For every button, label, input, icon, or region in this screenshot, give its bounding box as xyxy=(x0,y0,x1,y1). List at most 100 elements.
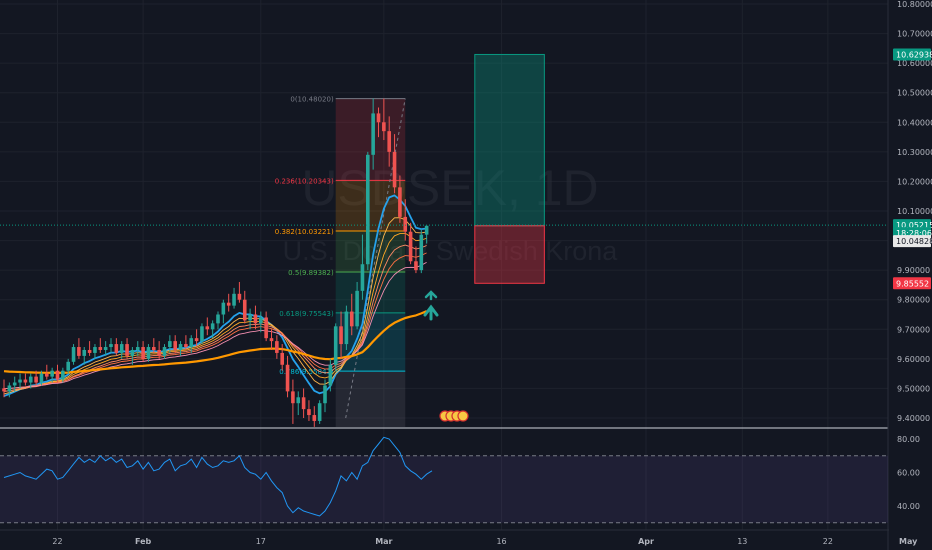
fib-level-label: 0.5(9.89382) xyxy=(288,269,334,277)
candle-body xyxy=(414,261,418,271)
candle-body xyxy=(205,326,210,330)
candle-body xyxy=(200,326,204,342)
time-tick-label: Feb xyxy=(135,537,152,546)
candle-body xyxy=(216,314,220,324)
candle-body xyxy=(382,122,386,132)
candle-body xyxy=(71,347,76,362)
fib-level-label: 0(10.48020) xyxy=(290,96,334,104)
candle-body xyxy=(119,344,124,353)
candle-body xyxy=(194,338,199,342)
candle-body xyxy=(232,293,236,306)
candle-body xyxy=(280,352,284,365)
time-tick-label: 13 xyxy=(737,537,747,546)
candle-body xyxy=(323,385,327,404)
candle-body xyxy=(424,225,429,235)
watermark-name: U.S. Dollar / Swedish Krona xyxy=(283,236,619,266)
candle-body xyxy=(12,382,17,386)
long-position-tool[interactable] xyxy=(474,53,545,284)
candle-body xyxy=(253,314,258,324)
candle-body xyxy=(285,364,290,392)
symbol-watermark: USDSEK, 1D U.S. Dollar / Swedish Krona xyxy=(283,160,619,266)
candle-body xyxy=(152,347,156,350)
candle-body xyxy=(82,349,87,356)
fib-level-label: 0.382(10.03221) xyxy=(275,228,334,236)
candle-body xyxy=(61,370,65,380)
loss-zone xyxy=(474,225,545,284)
price-tick-label: 10.10000 xyxy=(897,207,932,216)
moving-averages xyxy=(3,194,428,397)
price-tick-label: 10.30000 xyxy=(897,148,932,157)
watermark-symbol: USDSEK, 1D xyxy=(301,160,598,216)
time-tick-label: 22 xyxy=(823,537,833,546)
price-tick-label: 10.80000 xyxy=(897,0,932,9)
price-tag-bg xyxy=(893,48,931,61)
time-tick-label: 17 xyxy=(256,537,266,546)
candle-body xyxy=(307,409,311,416)
candle-body xyxy=(130,349,135,356)
candle-body xyxy=(360,264,365,291)
candle-body xyxy=(291,391,295,404)
fib-level-label: 0.618(9.75543) xyxy=(279,310,334,318)
candle-body xyxy=(146,347,151,359)
candle-body xyxy=(419,234,424,271)
candle-body xyxy=(371,113,375,155)
rsi-pane xyxy=(0,436,888,524)
profit-zone xyxy=(474,53,545,227)
candle-body xyxy=(135,347,140,350)
time-tick-label: Mar xyxy=(375,537,392,546)
annotations xyxy=(0,224,888,422)
fib-retracement[interactable]: 0(10.48020) 0.236(10.20343) 0.382(10.03221… xyxy=(275,96,406,427)
rsi-tick-label: 40.00 xyxy=(897,502,920,511)
price-tick-label: 9.40000 xyxy=(897,414,930,423)
fib-level-label: 0.786(9.55841) xyxy=(279,368,334,376)
ema-3-line xyxy=(3,232,427,392)
arrow-up-icon xyxy=(424,290,438,301)
price-tick-label: 10.50000 xyxy=(897,89,932,98)
candle-body xyxy=(178,344,183,350)
candle-body xyxy=(66,361,70,371)
arrow-up-icon xyxy=(423,304,439,321)
rsi-tick-label: 80.00 xyxy=(897,435,920,444)
time-tick-label: Apr xyxy=(638,537,654,546)
price-tick-label: 10.60000 xyxy=(897,59,932,68)
candle-body xyxy=(296,397,301,404)
price-tick-label: 9.50000 xyxy=(897,384,930,393)
candle-body xyxy=(349,311,354,327)
candle-body xyxy=(339,326,343,345)
candle-body xyxy=(45,373,49,377)
price-tick-label: 9.80000 xyxy=(897,296,930,305)
rsi-band xyxy=(0,455,888,523)
candle-body xyxy=(39,373,44,383)
candle-body xyxy=(210,323,215,330)
candle-body xyxy=(87,349,92,353)
price-tick-label: 9.70000 xyxy=(897,325,930,334)
candle-body xyxy=(162,347,167,356)
candle-body xyxy=(141,347,145,359)
candle-body xyxy=(275,341,279,353)
candle-body xyxy=(366,154,370,265)
candle-body xyxy=(355,290,359,327)
time-axis[interactable]: 22Feb17Mar16Apr1322May1822Jun15 xyxy=(52,537,932,546)
candle-body xyxy=(93,347,97,353)
candle-body xyxy=(398,187,402,217)
price-tag-label: 10.04828 xyxy=(896,237,932,246)
price-tag-label: 18:28:06 xyxy=(896,229,932,238)
candle-body xyxy=(173,341,177,350)
candle-body xyxy=(237,293,242,300)
candle-body xyxy=(50,370,54,377)
candle-body xyxy=(168,341,172,348)
price-axis-bg xyxy=(889,0,932,550)
price-axis[interactable]: 10.80000 10.70000 10.60000 10.50000 10.40000… xyxy=(889,0,932,550)
candle-body xyxy=(312,415,317,421)
candle-body xyxy=(333,326,338,365)
price-tag-label: 10.62938 xyxy=(896,50,932,59)
candle-body xyxy=(23,379,28,383)
candle-body xyxy=(189,338,194,348)
candle-body xyxy=(77,347,81,356)
candle-body xyxy=(7,385,12,392)
candle-body xyxy=(242,299,247,321)
candle-body xyxy=(248,314,252,321)
candle-body xyxy=(264,317,268,339)
